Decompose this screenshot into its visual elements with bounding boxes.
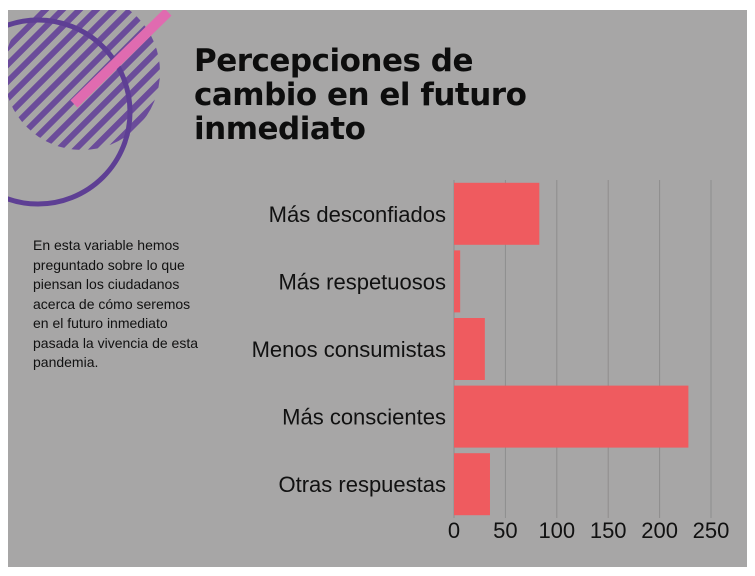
bar bbox=[454, 453, 490, 515]
decoration bbox=[0, 0, 168, 204]
y-tick-label: Más respetuosos bbox=[278, 269, 446, 294]
x-tick-label: 50 bbox=[493, 518, 517, 543]
plot: 0 50 100 150 200 250 Más desconfiados Más respe… bbox=[252, 180, 730, 543]
chart-title: Percepciones de cambio en el futuro inme… bbox=[194, 44, 564, 146]
page: 0 50 100 150 200 250 Más desconfiados Más respe… bbox=[0, 0, 755, 576]
description: En esta variable hemos preguntado sobre … bbox=[33, 236, 208, 373]
x-tick-label: 100 bbox=[538, 518, 575, 543]
bar bbox=[454, 183, 539, 245]
y-tick-label: Más conscientes bbox=[282, 405, 446, 430]
y-tick-label: Menos consumistas bbox=[252, 337, 446, 362]
bar bbox=[454, 250, 460, 312]
y-tick-label: Más desconfiados bbox=[269, 202, 446, 227]
x-tick-label: 150 bbox=[590, 518, 627, 543]
bar bbox=[454, 386, 688, 448]
x-tick-label: 200 bbox=[641, 518, 678, 543]
x-tick-label: 250 bbox=[693, 518, 730, 543]
x-tick-label: 0 bbox=[448, 518, 460, 543]
y-tick-label: Otras respuestas bbox=[278, 472, 446, 497]
bar bbox=[454, 318, 485, 380]
